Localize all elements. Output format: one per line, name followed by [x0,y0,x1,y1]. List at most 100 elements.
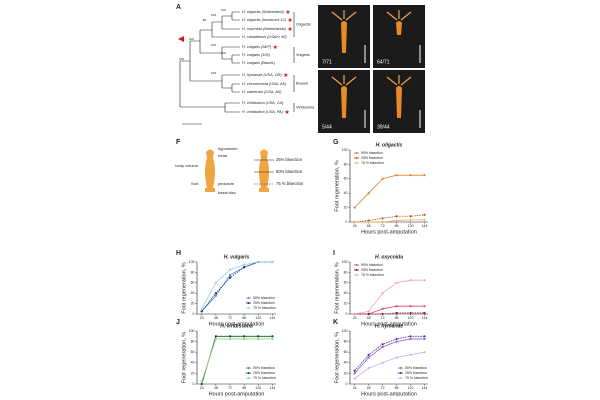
data-point [214,335,217,338]
x-tick-label: 120 [408,316,414,320]
photo-count: 39/44 [377,124,390,130]
chart-title: H. oxycnida [375,254,403,260]
clade-label: Viridissima [296,106,315,110]
legend-label: 75 % bisection [405,376,428,380]
bootstrap: 100 [211,13,216,17]
legend-marker [399,367,402,369]
y-axis-label: Foot regeneration, % [181,332,187,383]
x-tick-label: 48 [214,316,218,320]
y-tick-label: 60 [344,350,348,354]
legend-marker [355,162,358,164]
y-axis-label: Foot regeneration, % [334,160,340,211]
legend-label: 25% bisection [253,371,275,375]
node-arrow [178,36,184,42]
legend-marker [247,307,250,309]
legend-label: 25% bisection [361,268,383,272]
leaf-label: H. oligactis (Innsbruck 12) [242,18,287,22]
data-point [257,260,260,264]
legend-marker [355,264,358,266]
hydra [341,86,347,118]
anatomy-label: basal disc [218,190,236,195]
leaf-label: H. utahensis (USA, AK) [242,90,282,94]
x-tick-label: 144 [270,386,276,390]
data-point [409,218,412,221]
data-point [214,337,217,341]
x-tick-label: 144 [422,224,428,228]
tentacles [331,10,357,21]
bootstrap: 100 [221,51,226,55]
chart-title: H. hymanae [375,323,403,329]
y-tick-label: 60 [191,281,195,285]
data-point [200,310,203,313]
series-line [201,335,273,385]
cut-label: 25% bisection [276,157,303,162]
chart-title: H. viridissima [220,323,253,329]
legend-label: 75 % bisection [253,306,276,310]
y-tick-label: 20 [344,206,348,210]
legend-label: 75 % bisection [253,376,276,380]
data-point [353,372,356,375]
series-line [201,261,273,312]
data-point [423,351,426,354]
leaf-label: H. viridissima (USA, PA) [242,110,284,114]
data-point [395,281,398,284]
x-axis-label: Hours post-amputation [361,321,417,327]
x-tick-label: 48 [367,224,371,228]
data-point [409,335,412,338]
x-tick-label: 24 [353,224,357,228]
data-point [395,305,398,308]
data-point [423,218,426,221]
legend-label: 75 % bisection [361,161,384,165]
series-line [354,219,425,223]
legend-marker [247,367,250,369]
panel-letter: J [176,319,180,326]
chart-title: H. vulgaris [224,254,250,260]
star: ★ [283,72,288,79]
star: ★ [273,44,278,51]
data-point [243,266,246,269]
clade-label: Vulgaris [296,53,310,57]
legend-marker [247,297,250,299]
data-point [381,307,384,310]
x-axis-label: Hours post-amputation [361,391,417,397]
data-point [200,382,203,386]
y-axis-label: Foot regeneration, % [334,262,340,313]
y-tick-label: 0 [346,382,348,386]
x-tick-label: 96 [395,316,399,320]
series-line [354,335,425,372]
data-point [409,337,412,341]
star: ★ [287,17,292,24]
cut-label: 75 % bisection [276,181,304,186]
bootstrap: 100 [211,43,216,47]
photo-count: 64/71 [377,59,390,65]
phylogeny [179,11,240,113]
legend-label: 25% bisection [253,301,275,305]
data-point [353,206,356,209]
y-tick-label: 40 [191,361,195,365]
data-point [423,335,426,338]
data-point [381,361,384,364]
anatomy-label: head [218,153,227,158]
data-point [367,220,370,224]
data-point [228,335,232,338]
data-point [367,367,370,370]
x-tick-label: 120 [408,386,414,390]
y-tick-label: 60 [344,281,348,285]
clade-label: Braueri [296,82,308,86]
data-point [395,337,398,341]
legend-label: 50% bisection [253,366,275,370]
data-point [381,217,384,220]
y-tick-label: 0 [346,312,348,316]
x-tick-label: 96 [395,386,399,390]
panel-letter: A [176,4,181,11]
y-tick-label: 60 [344,177,348,181]
y-tick-label: 100 [342,148,348,152]
y-tick-label: 40 [191,291,195,295]
y-tick-label: 40 [344,361,348,365]
data-point [395,174,398,177]
tentacles [386,75,412,86]
data-point [409,215,412,218]
legend-label: 50% bisection [405,366,427,370]
x-tick-label: 72 [381,386,385,390]
